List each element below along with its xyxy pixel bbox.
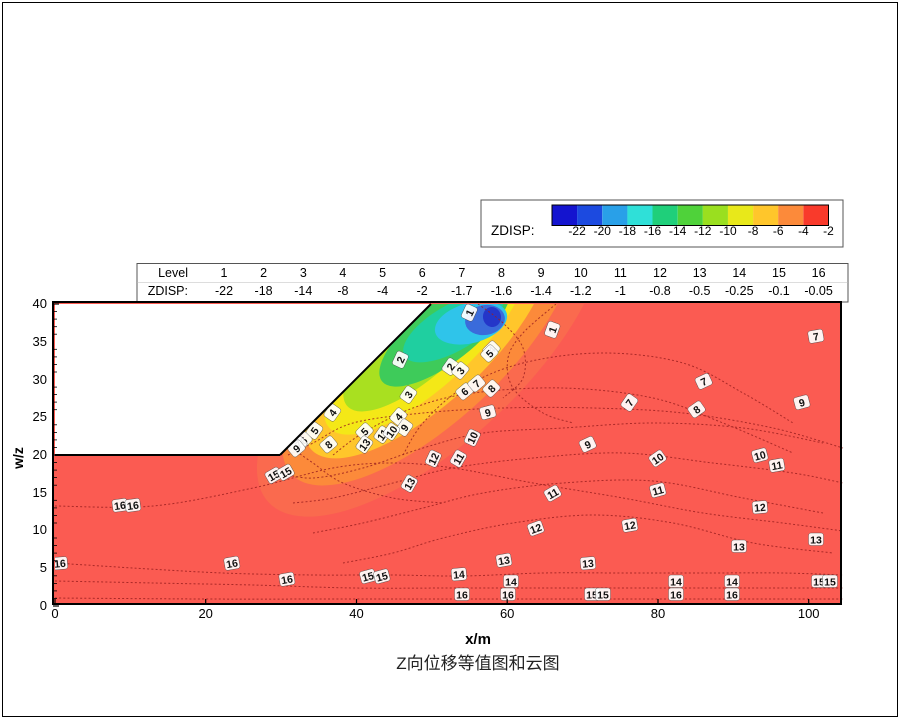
svg-text:16: 16: [670, 589, 682, 601]
svg-text:40: 40: [349, 606, 363, 621]
svg-text:-6: -6: [773, 224, 784, 238]
svg-text:-18: -18: [255, 284, 273, 298]
svg-text:15: 15: [33, 485, 47, 500]
svg-text:16: 16: [54, 558, 67, 571]
svg-text:w/z: w/z: [10, 447, 26, 470]
svg-text:13: 13: [810, 534, 822, 546]
svg-text:-0.5: -0.5: [689, 284, 711, 298]
svg-text:15: 15: [597, 589, 609, 601]
svg-text:-2: -2: [823, 224, 834, 238]
svg-text:ZDISP:: ZDISP:: [148, 284, 188, 298]
svg-text:-20: -20: [594, 224, 612, 238]
svg-text:0: 0: [51, 606, 58, 621]
svg-text:-0.25: -0.25: [725, 284, 754, 298]
svg-text:15: 15: [824, 576, 836, 588]
svg-text:-2: -2: [417, 284, 428, 298]
svg-text:11: 11: [771, 459, 784, 473]
svg-text:-0.8: -0.8: [649, 284, 671, 298]
svg-text:40: 40: [33, 296, 47, 311]
svg-text:14: 14: [726, 576, 738, 588]
svg-text:35: 35: [33, 334, 47, 349]
svg-text:16: 16: [126, 500, 139, 514]
svg-text:60: 60: [500, 606, 514, 621]
svg-text:-18: -18: [619, 224, 637, 238]
svg-text:5: 5: [40, 560, 47, 575]
svg-text:14: 14: [670, 576, 682, 588]
svg-text:13: 13: [582, 558, 595, 571]
svg-text:25: 25: [33, 409, 47, 424]
svg-text:-14: -14: [669, 224, 687, 238]
svg-text:4: 4: [339, 266, 346, 280]
svg-text:-22: -22: [215, 284, 233, 298]
svg-text:-22: -22: [568, 224, 586, 238]
svg-text:-4: -4: [798, 224, 809, 238]
svg-text:15: 15: [772, 266, 786, 280]
svg-text:Z向位移等值图和云图: Z向位移等值图和云图: [396, 654, 559, 673]
svg-text:ZDISP:: ZDISP:: [491, 223, 535, 238]
svg-text:0: 0: [40, 598, 47, 613]
svg-text:12: 12: [623, 519, 637, 533]
svg-text:20: 20: [33, 447, 47, 462]
svg-text:12: 12: [653, 266, 667, 280]
svg-text:-1.6: -1.6: [491, 284, 513, 298]
svg-text:-16: -16: [644, 224, 662, 238]
svg-text:2: 2: [260, 266, 267, 280]
svg-text:80: 80: [651, 606, 665, 621]
svg-text:-14: -14: [294, 284, 312, 298]
svg-text:16: 16: [456, 589, 468, 601]
svg-text:13: 13: [693, 266, 707, 280]
svg-text:-10: -10: [719, 224, 737, 238]
svg-text:-1.7: -1.7: [451, 284, 473, 298]
svg-text:30: 30: [33, 372, 47, 387]
svg-text:10: 10: [33, 522, 47, 537]
svg-text:-0.1: -0.1: [768, 284, 790, 298]
svg-text:14: 14: [505, 576, 517, 588]
svg-text:14: 14: [732, 266, 746, 280]
svg-text:7: 7: [458, 266, 465, 280]
svg-text:-1: -1: [615, 284, 626, 298]
svg-text:16: 16: [502, 589, 514, 601]
svg-text:10: 10: [574, 266, 588, 280]
svg-text:5: 5: [379, 266, 386, 280]
svg-text:11: 11: [614, 266, 627, 280]
svg-text:-0.05: -0.05: [804, 284, 833, 298]
svg-text:100: 100: [798, 606, 820, 621]
svg-text:Level: Level: [158, 266, 188, 280]
svg-text:16: 16: [280, 573, 294, 587]
svg-text:-4: -4: [377, 284, 388, 298]
svg-text:-8: -8: [748, 224, 759, 238]
svg-text:3: 3: [300, 266, 307, 280]
svg-text:16: 16: [726, 589, 738, 601]
svg-text:8: 8: [498, 266, 505, 280]
svg-text:6: 6: [419, 266, 426, 280]
svg-text:-1.4: -1.4: [530, 284, 552, 298]
svg-text:x/m: x/m: [465, 631, 491, 648]
svg-text:20: 20: [198, 606, 212, 621]
svg-text:16: 16: [812, 266, 826, 280]
svg-text:-8: -8: [337, 284, 348, 298]
svg-text:13: 13: [733, 541, 745, 553]
svg-text:12: 12: [754, 502, 767, 515]
svg-text:1: 1: [221, 266, 228, 280]
svg-text:-1.2: -1.2: [570, 284, 592, 298]
svg-text:13: 13: [497, 554, 511, 568]
svg-text:14: 14: [453, 569, 466, 582]
svg-text:9: 9: [538, 266, 545, 280]
svg-text:16: 16: [225, 557, 239, 571]
svg-text:-12: -12: [694, 224, 712, 238]
